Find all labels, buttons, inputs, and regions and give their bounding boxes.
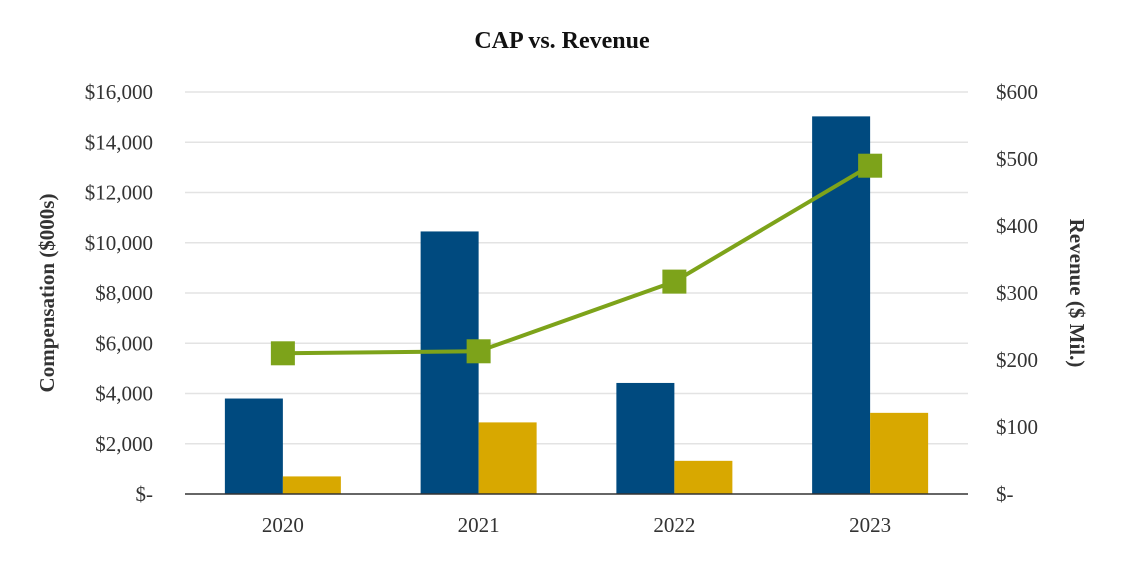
bar-comparison-compensation-2020	[282, 476, 341, 494]
marker-revenue-2020	[270, 341, 295, 366]
x-tick-label-2020: 2020	[262, 513, 304, 537]
y-left-tick-label-7: $14,000	[85, 130, 153, 154]
y-right-tick-label-5: $500	[996, 147, 1038, 171]
y-left-tick-label-4: $8,000	[95, 281, 153, 305]
y-right-tick-label-0: $-	[996, 482, 1014, 506]
y-left-tick-label-8: $16,000	[85, 80, 153, 104]
y-right-tick-label-2: $200	[996, 348, 1038, 372]
y-left-tick-label-5: $10,000	[85, 231, 153, 255]
x-tick-label-2021: 2021	[458, 513, 500, 537]
bar-comparison-compensation-2022	[674, 460, 733, 494]
bars	[224, 116, 929, 494]
y-axis-left-title: Compensation ($000s)	[35, 194, 59, 393]
bar-cap-2020	[224, 398, 283, 494]
y-left-tick-label-3: $6,000	[95, 331, 153, 355]
revenue-line	[270, 153, 883, 366]
y-left-tick-label-2: $4,000	[95, 382, 153, 406]
x-tick-label-2022: 2022	[653, 513, 695, 537]
y-left-tick-label-0: $-	[136, 482, 154, 506]
y-left-tick-label-1: $2,000	[95, 432, 153, 456]
tick-labels: $- $2,000 $4,000 $6,000 $8,000 $10,000 $12,000…	[85, 80, 1038, 537]
bar-cap-2022	[616, 382, 675, 494]
bar-comparison-compensation-2023	[870, 412, 929, 494]
y-right-tick-label-6: $600	[996, 80, 1038, 104]
x-tick-label-2023: 2023	[849, 513, 891, 537]
marker-revenue-2023	[858, 153, 883, 178]
gridlines	[185, 91, 968, 445]
chart-title: CAP vs. Revenue	[474, 28, 650, 54]
y-axis-right-title: Revenue ($ Mil.)	[1065, 219, 1089, 368]
marker-revenue-2021	[466, 339, 491, 364]
y-left-tick-label-6: $12,000	[85, 181, 153, 205]
y-right-tick-label-4: $400	[996, 214, 1038, 238]
y-right-tick-label-1: $100	[996, 415, 1038, 439]
line-revenue	[282, 163, 872, 356]
marker-revenue-2022	[662, 269, 687, 294]
y-right-tick-label-3: $300	[996, 281, 1038, 305]
bar-comparison-compensation-2021	[478, 422, 537, 494]
bar-cap-2023	[812, 116, 871, 494]
